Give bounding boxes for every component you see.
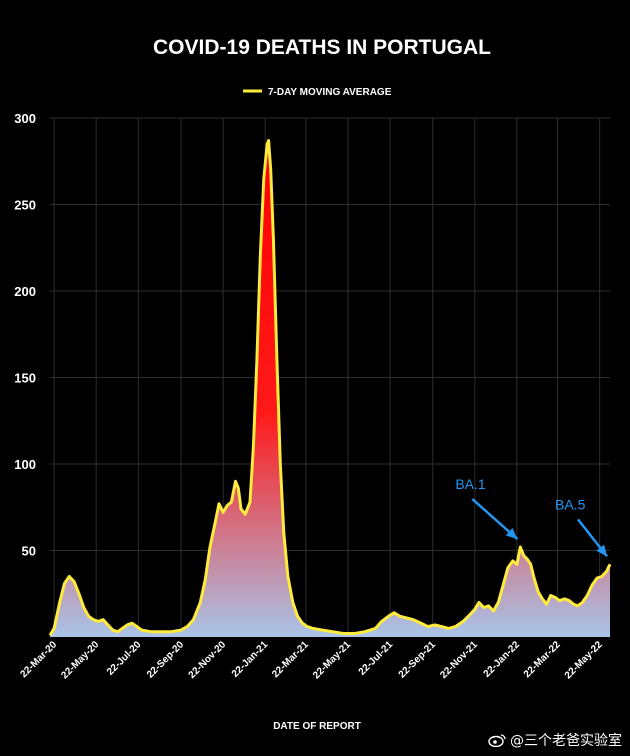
- watermark: @三个老爸实验室: [488, 730, 622, 750]
- x-axis-label: DATE OF REPORT: [273, 721, 361, 732]
- legend: 7-DAY MOVING AVERAGE: [243, 87, 392, 98]
- x-tick-label: 22-Nov-20: [187, 639, 229, 681]
- x-tick-label: 22-Sep-20: [145, 639, 186, 680]
- legend-label: 7-DAY MOVING AVERAGE: [268, 87, 392, 98]
- x-tick-label: 22-Sep-21: [397, 639, 438, 680]
- annotations: BA.1 BA.5: [455, 476, 608, 558]
- y-tick-label: 250: [14, 198, 36, 213]
- x-tick-label: 22-Jan-21: [230, 639, 271, 680]
- y-tick-label: 200: [14, 284, 36, 299]
- x-tick-label: 22-Nov-21: [438, 639, 480, 681]
- annotation-label: BA.1: [455, 476, 486, 492]
- x-tick-label: 22-Jul-20: [105, 639, 144, 678]
- x-tick-label: 22-Mar-22: [522, 639, 563, 680]
- weibo-logo-icon: [488, 734, 506, 747]
- x-tick-label: 22-May-22: [563, 639, 605, 681]
- y-tick-label: 100: [14, 457, 36, 472]
- series-line: [48, 139, 612, 637]
- x-tick-label: 22-May-20: [59, 639, 101, 681]
- annotation-label: BA.5: [555, 496, 586, 512]
- annotation-arrow-head: [505, 527, 518, 540]
- x-axis: 22-Mar-20 22-May-20 22-Jul-20 22-Sep-20 22-N…: [18, 639, 605, 681]
- y-tick-label: 150: [14, 371, 36, 386]
- y-tick-label: 50: [22, 544, 36, 559]
- x-tick-label: 22-Mar-20: [18, 639, 59, 680]
- x-tick-label: 22-Jul-21: [357, 639, 396, 678]
- watermark-text: @三个老爸实验室: [510, 733, 622, 749]
- x-tick-label: 22-Jan-22: [482, 639, 523, 680]
- chart-title: COVID-19 DEATHS IN PORTUGAL: [153, 36, 491, 59]
- plot-area: [48, 139, 612, 637]
- x-tick-label: 22-May-21: [311, 639, 353, 681]
- x-tick-label: 22-Mar-21: [270, 639, 311, 680]
- annotation-arrow-head: [596, 544, 607, 557]
- series-area: [50, 140, 610, 637]
- y-tick-label: 300: [14, 111, 36, 126]
- y-axis: 50 100 150 200 250 300: [14, 111, 36, 559]
